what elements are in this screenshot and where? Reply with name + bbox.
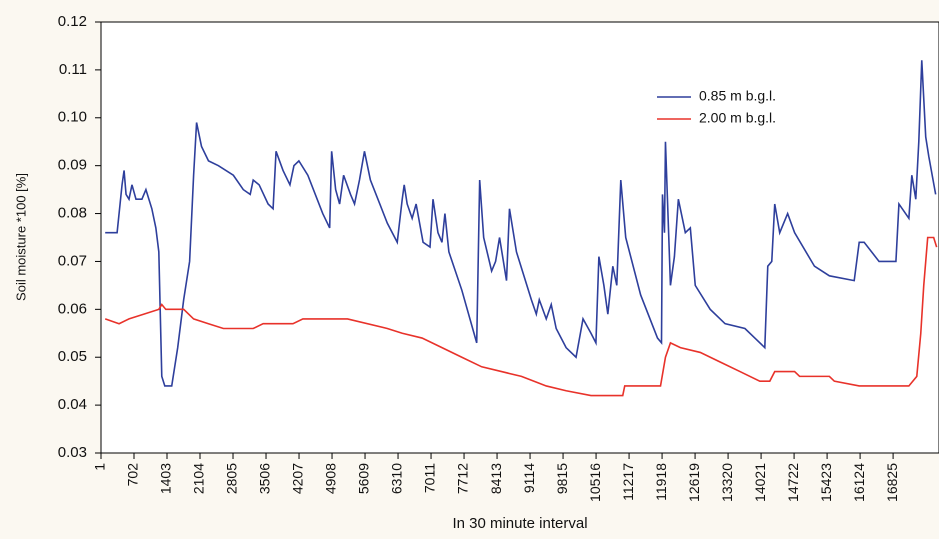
x-tick-label: 16825 [884, 463, 900, 502]
x-tick-label: 3506 [257, 463, 273, 494]
y-tick-label: 0.09 [58, 157, 87, 174]
x-tick-label: 1 [92, 463, 108, 471]
x-tick-label: 6310 [389, 463, 405, 494]
x-tick-label: 4207 [290, 463, 306, 494]
y-tick-label: 0.10 [58, 109, 87, 126]
legend-label: 0.85 m b.g.l. [699, 88, 776, 104]
x-tick-label: 16124 [851, 463, 867, 502]
x-tick-label: 12619 [686, 463, 702, 502]
x-axis-label: In 30 minute interval [452, 515, 587, 532]
legend-label: 2.00 m b.g.l. [699, 110, 776, 126]
x-tick-label: 14722 [785, 463, 801, 502]
x-tick-label: 14021 [752, 463, 768, 502]
y-axis-label: Soil moisture *100 [%] [13, 173, 28, 301]
y-tick-label: 0.04 [58, 396, 87, 413]
y-tick-label: 0.06 [58, 300, 87, 317]
x-tick-label: 1403 [158, 463, 174, 494]
x-tick-label: 2805 [224, 463, 240, 494]
x-tick-label: 13320 [719, 463, 735, 502]
plot-area [100, 21, 939, 454]
y-tick-label: 0.07 [58, 252, 87, 269]
x-tick-label: 702 [125, 463, 141, 487]
x-tick-label: 15423 [818, 463, 834, 502]
y-tick-label: 0.05 [58, 348, 87, 365]
y-tick-label: 0.08 [58, 205, 87, 222]
x-tick-label: 9114 [521, 463, 537, 493]
x-tick-label: 10516 [587, 463, 603, 502]
x-tick-label: 9815 [554, 463, 570, 494]
x-tick-label: 5609 [356, 463, 372, 494]
x-tick-label: 8413 [488, 463, 504, 494]
y-tick-label: 0.03 [58, 444, 87, 461]
x-tick-label: 11217 [620, 463, 636, 501]
data-line [104, 236, 938, 397]
y-tick-label: 0.12 [58, 13, 87, 30]
data-line [105, 60, 937, 387]
x-tick-label: 4908 [323, 463, 339, 494]
x-tick-label: 7712 [455, 463, 471, 494]
x-tick-label: 7011 [422, 463, 438, 493]
x-tick-label: 2104 [191, 463, 207, 494]
y-tick-label: 0.11 [59, 61, 87, 78]
x-tick-label: 11918 [653, 463, 669, 501]
